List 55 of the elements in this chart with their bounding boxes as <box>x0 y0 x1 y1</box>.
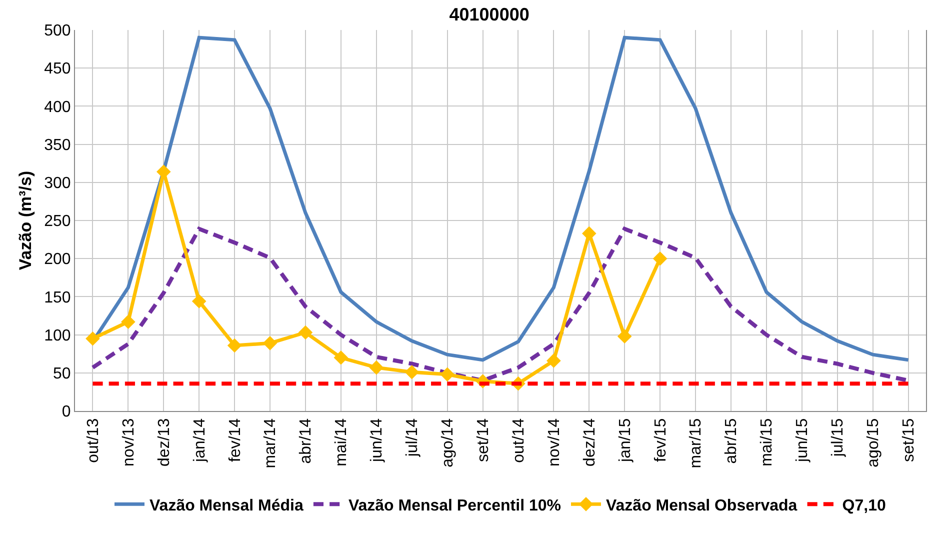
x-tick-label: abr/14 <box>298 418 315 464</box>
x-tick-label: set/15 <box>900 418 918 462</box>
x-tick-label: jul/15 <box>830 418 847 458</box>
x-tick-label: jun/14 <box>368 418 386 463</box>
legend-label: Vazão Mensal Observada <box>606 497 798 514</box>
point <box>582 226 596 241</box>
x-tick-label: fev/14 <box>226 418 244 462</box>
legend-label: Q7,10 <box>842 497 886 514</box>
x-tick-label: mar/15 <box>688 418 705 468</box>
x-tick-label: jan/14 <box>191 418 208 463</box>
point <box>652 251 668 266</box>
x-tick-label: dez/13 <box>156 418 173 466</box>
y-axis-title: Vazão (m³/s) <box>16 170 35 270</box>
point <box>121 314 136 329</box>
point <box>334 350 348 365</box>
point <box>369 360 384 375</box>
point <box>262 336 278 350</box>
point <box>227 338 242 353</box>
x-tick-label: out/13 <box>84 418 102 463</box>
y-tick-label: 300 <box>44 175 71 192</box>
x-tick-label: jul/14 <box>404 418 422 458</box>
point <box>298 325 313 340</box>
point <box>404 364 419 380</box>
x-tick-label: mai/14 <box>333 418 350 466</box>
y-tick-label: 400 <box>44 98 71 116</box>
y-tick-label: 200 <box>44 251 71 268</box>
legend-label: Vazão Mensal Média <box>150 497 304 514</box>
x-tick-label: ago/15 <box>865 418 882 468</box>
legend-label: Vazão Mensal Percentil 10% <box>348 497 561 514</box>
point <box>546 354 561 368</box>
y-tick-label: 50 <box>53 366 71 382</box>
x-tick-label: nov/14 <box>546 418 563 466</box>
x-tick-label: abr/15 <box>723 418 740 464</box>
x-tick-label: fev/15 <box>652 418 670 462</box>
y-tick-label: 100 <box>44 327 71 344</box>
x-tick-label: dez/14 <box>581 418 598 466</box>
x-tick-label: nov/13 <box>120 418 138 466</box>
x-tick-label: mar/14 <box>262 418 280 468</box>
point <box>192 294 206 308</box>
x-tick-label: set/14 <box>474 418 492 462</box>
y-tick-label: 450 <box>44 60 71 78</box>
x-tick-label: ago/14 <box>440 418 457 468</box>
y-tick-label: 0 <box>62 404 71 421</box>
x-tick-label: jan/15 <box>616 418 634 463</box>
point <box>617 329 632 344</box>
x-tick-label: out/14 <box>510 418 528 463</box>
chart-title: 40100000 <box>449 4 530 25</box>
x-tick-label: jun/15 <box>794 418 812 463</box>
y-tick-label: 350 <box>44 136 71 154</box>
y-tick-label: 250 <box>44 213 71 230</box>
point <box>86 331 100 346</box>
x-tick-label: mai/15 <box>758 418 776 466</box>
y-tick-label: 500 <box>44 22 71 40</box>
y-tick-label: 150 <box>44 289 71 306</box>
point <box>440 367 454 382</box>
